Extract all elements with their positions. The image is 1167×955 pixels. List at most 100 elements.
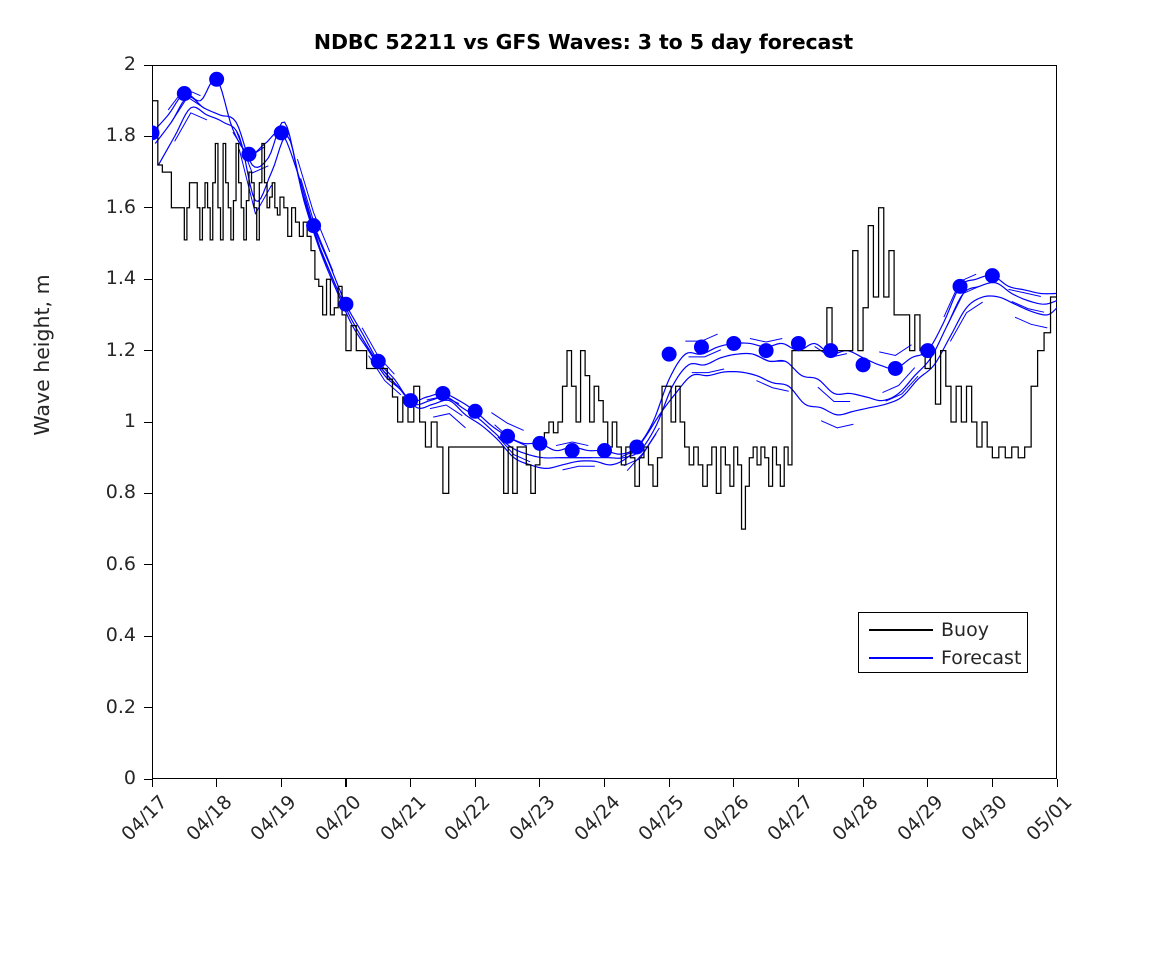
forecast-run-stub — [491, 412, 524, 431]
forecast-marker — [629, 439, 645, 455]
forecast-marker — [500, 428, 516, 444]
y-tick-label: 1.8 — [105, 124, 136, 147]
y-tick-label: 0.8 — [105, 481, 136, 504]
forecast-marker — [306, 218, 322, 234]
series-buoy — [152, 100, 1057, 530]
legend-label-buoy: Buoy — [941, 619, 989, 641]
series-forecast — [152, 78, 1057, 472]
y-tick-mark — [144, 278, 152, 280]
y-tick-label: 1.4 — [105, 267, 136, 290]
forecast-run-stub — [882, 367, 916, 394]
forecast-marker — [467, 403, 483, 419]
y-tick-mark — [144, 635, 152, 637]
forecast-run-stub — [555, 441, 589, 447]
x-tick-mark — [668, 779, 670, 787]
forecast-marker — [920, 343, 936, 359]
forecast-marker — [597, 443, 612, 459]
forecast-marker — [952, 278, 968, 294]
forecast-markers — [152, 71, 1000, 459]
page-title: NDBC 52211 vs GFS Waves: 3 to 5 day fore… — [313, 30, 854, 54]
buoy-line — [152, 100, 1057, 530]
chart-canvas — [152, 71, 1057, 530]
forecast-run-stub — [749, 337, 783, 343]
y-tick-mark — [144, 64, 152, 66]
forecast-run-stub — [817, 386, 851, 402]
y-tick-label: 0.4 — [105, 624, 136, 647]
x-tick-mark — [345, 779, 347, 787]
legend-item-forecast: Forecast — [859, 643, 1029, 673]
forecast-run-stub — [752, 353, 786, 362]
x-tick-mark — [1056, 779, 1058, 787]
forecast-marker — [152, 125, 160, 141]
forecast-marker — [403, 393, 419, 409]
forecast-marker — [176, 86, 192, 102]
x-tick-mark — [410, 779, 412, 787]
x-tick-mark — [991, 779, 993, 787]
legend-line-buoy — [869, 629, 933, 631]
x-tick-mark — [151, 779, 153, 787]
y-tick-label: 0 — [123, 767, 136, 789]
y-tick-label: 2 — [123, 53, 136, 75]
forecast-marker — [790, 335, 806, 351]
x-tick-mark — [216, 779, 218, 787]
forecast-run-stub — [949, 301, 983, 342]
forecast-marker — [726, 335, 742, 351]
forecast-marker — [564, 443, 580, 459]
y-tick-mark — [144, 492, 152, 494]
forecast-run-stub — [691, 368, 725, 374]
x-tick-mark — [539, 779, 541, 787]
forecast-marker — [693, 339, 709, 355]
forecast-run-stub — [296, 158, 331, 253]
forecast-marker — [984, 268, 1000, 284]
forecast-marker — [435, 385, 451, 401]
forecast-run-stub — [238, 149, 273, 215]
x-tick-mark — [280, 779, 282, 787]
forecast-run-stub — [1008, 288, 1041, 297]
x-tick-mark — [927, 779, 929, 787]
forecast-run-stub — [174, 112, 208, 142]
y-tick-label: 0.2 — [105, 695, 136, 718]
forecast-marker — [338, 296, 354, 312]
y-tick-mark — [144, 778, 152, 780]
y-tick-label: 1.2 — [105, 338, 136, 361]
forecast-run-stub — [756, 380, 789, 392]
forecast-run-stub — [688, 349, 722, 358]
y-tick-mark — [144, 135, 152, 137]
forecast-run-stub — [885, 375, 919, 402]
x-tick-mark — [862, 779, 864, 787]
forecast-run-stub — [562, 465, 595, 471]
forecast-run-stub — [303, 197, 337, 288]
forecast-marker — [855, 357, 871, 373]
forecast-run-stub — [626, 427, 660, 472]
forecast-line-member-2 — [157, 106, 1057, 470]
forecast-run-stub — [429, 404, 463, 417]
x-tick-mark — [604, 779, 606, 787]
forecast-marker — [209, 71, 225, 87]
forecast-marker — [532, 435, 548, 451]
figure: NDBC 52211 vs GFS Waves: 3 to 5 day fore… — [30, 30, 1077, 846]
y-tick-mark — [144, 350, 152, 352]
forecast-run-stub — [1014, 316, 1048, 329]
y-tick-mark — [144, 207, 152, 209]
x-tick-mark — [797, 779, 800, 787]
y-tick-label: 1.6 — [105, 195, 136, 218]
y-tick-mark — [144, 707, 152, 709]
forecast-marker — [370, 353, 386, 369]
forecast-run-stub — [946, 285, 980, 326]
forecast-marker — [241, 146, 257, 162]
y-tick-label: 1 — [123, 410, 136, 432]
forecast-marker — [273, 125, 289, 141]
forecast-marker — [823, 343, 839, 359]
y-tick-mark — [144, 564, 152, 566]
y-tick-mark — [144, 421, 152, 423]
legend-label-forecast: Forecast — [941, 647, 1022, 669]
forecast-marker — [887, 360, 903, 376]
forecast-run-stub — [879, 344, 912, 356]
x-tick-mark — [733, 779, 735, 787]
forecast-marker — [758, 343, 774, 359]
forecast-run-stub — [433, 413, 466, 429]
legend[interactable]: Buoy Forecast — [858, 612, 1028, 673]
x-tick-mark — [474, 779, 476, 787]
forecast-marker — [661, 346, 677, 362]
legend-item-buoy: Buoy — [859, 615, 1029, 645]
